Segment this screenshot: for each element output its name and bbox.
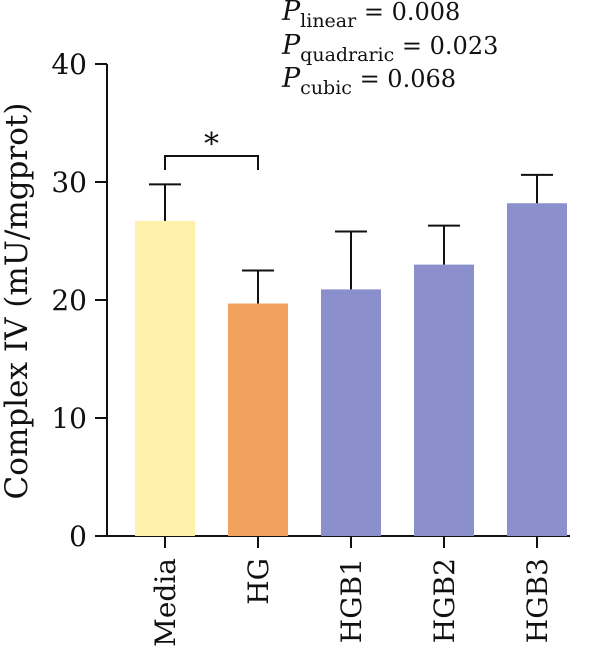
y-tick-label: 20: [51, 284, 87, 317]
y-tick-label: 30: [51, 166, 87, 199]
p-value-line: Pcubic = 0.068: [281, 63, 456, 99]
significance-line: [164, 155, 259, 170]
y-axis: 0 10 20 30 40: [51, 48, 108, 553]
y-tick-label: 0: [69, 520, 87, 553]
x-tick-label: HGB1: [335, 558, 368, 643]
bar: [507, 203, 567, 537]
error-bars: [149, 173, 553, 304]
x-axis: Media HG HGB1 HGB2 HGB3: [106, 535, 570, 647]
p-value-line: Plinear = 0.008: [281, 0, 460, 32]
bar: [228, 303, 288, 536]
bar: [321, 289, 381, 536]
y-tick-label: 10: [51, 402, 87, 435]
significance-bracket: *: [164, 127, 259, 170]
y-axis-label: Complex IV (mU/mgprot): [0, 103, 35, 500]
bar: [135, 220, 195, 536]
x-tick-label: HG: [242, 558, 275, 605]
x-tick-label: HGB2: [428, 558, 461, 643]
y-tick-label: 40: [51, 48, 87, 81]
bars: [135, 203, 567, 537]
p-value-line: Pquadraric = 0.023: [281, 30, 498, 66]
x-tick-label: HGB3: [521, 558, 554, 643]
bar: [414, 264, 474, 536]
significance-marker: *: [204, 127, 219, 162]
x-tick-label: Media: [149, 558, 182, 647]
